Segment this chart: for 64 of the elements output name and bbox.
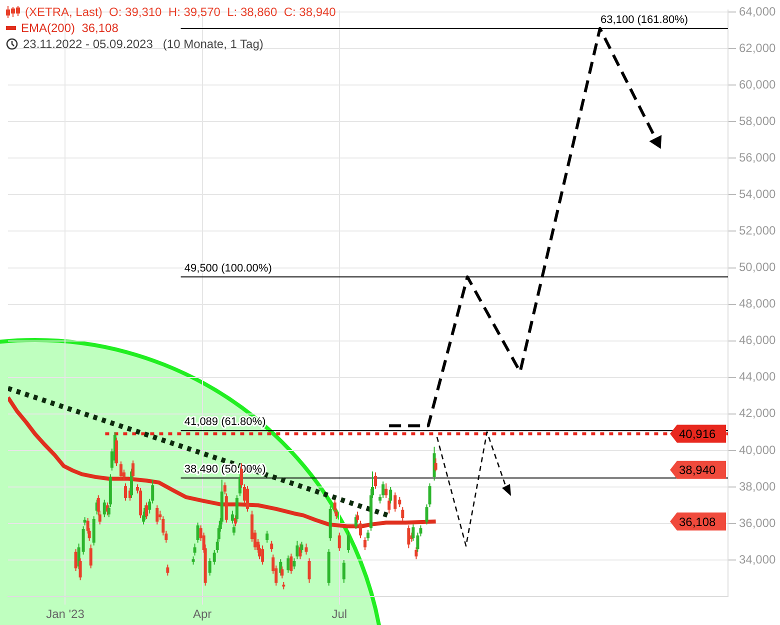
candlestick	[389, 486, 392, 504]
candlestick	[92, 516, 96, 546]
y-tick-label: 44,000	[739, 370, 776, 384]
y-tick-label: 50,000	[739, 260, 776, 274]
candlestick	[401, 506, 404, 522]
candlestick	[232, 524, 236, 536]
candlestick	[246, 486, 249, 512]
candlestick	[280, 566, 284, 579]
candlestick	[292, 558, 296, 570]
candlestick	[124, 482, 127, 502]
legend-label: EMA(200)	[21, 20, 76, 36]
candlestick	[193, 543, 196, 556]
candlestick	[270, 540, 274, 552]
candlestick	[290, 553, 293, 574]
candlestick	[261, 544, 264, 566]
candlestick	[342, 560, 346, 584]
y-tick-label: 36,000	[739, 516, 776, 530]
candlestick	[358, 520, 362, 539]
candlestick	[338, 532, 341, 552]
ref-line-label: 40,916	[679, 427, 716, 442]
ref-line-label: 63,100 (161.80%)	[600, 14, 688, 26]
y-tick-label: 58,000	[739, 114, 776, 128]
annotation: 36,108	[679, 514, 716, 529]
candlestick	[308, 558, 311, 584]
y-tick-label: 40,000	[739, 442, 776, 457]
annotation: 36,108	[80, 20, 118, 36]
candlestick	[384, 482, 388, 498]
candlestick	[132, 460, 135, 480]
candlestick	[346, 530, 350, 554]
candlestick	[266, 530, 269, 544]
candlestick	[156, 504, 159, 525]
candlestick	[428, 482, 432, 508]
y-tick-label: 48,000	[739, 296, 776, 311]
candlestick	[363, 536, 366, 551]
candlestick	[366, 529, 370, 542]
y-tick-label: 56,000	[739, 150, 776, 164]
y-tick-label: 64,000	[739, 4, 776, 18]
y-tick-label: 54,000	[739, 187, 776, 202]
candlestick	[196, 522, 200, 544]
x-tick-label: Apr	[192, 607, 212, 622]
x-tick-label: Jan '23	[46, 607, 85, 622]
y-tick-label: 46,000	[739, 333, 776, 348]
legend-label: (XETRA, Last)	[25, 4, 102, 20]
y-tick-label: 60,000	[739, 77, 776, 92]
candlestick	[296, 540, 299, 560]
candlestick	[89, 544, 92, 569]
candlestick	[425, 504, 428, 525]
annotation: 23.11.2022 - 05.09.2023 (10 Monate, 1 Tag)	[23, 36, 264, 52]
ref-line-label: 49,500 (100.00%)	[184, 262, 272, 274]
candlestick	[304, 543, 308, 556]
candlestick	[119, 460, 122, 480]
candlestick	[407, 524, 410, 549]
candlestick	[394, 492, 397, 512]
y-tick-label: 38,000	[739, 479, 776, 494]
y-tick-label: 42,000	[739, 406, 776, 420]
y-tick-label: 62,000	[739, 40, 776, 55]
candlestick	[374, 472, 378, 490]
y-tick-label: 34,000	[739, 552, 776, 566]
x-tick-label: Jul	[332, 607, 348, 622]
candlestick	[286, 554, 290, 574]
candlestick	[166, 564, 170, 576]
y-tick-label: 52,000	[739, 224, 776, 238]
annotation: O: 39,310 H: 39,570 L: 38,860 C: 38,940	[108, 4, 336, 20]
annotation: 38,940	[679, 463, 716, 478]
